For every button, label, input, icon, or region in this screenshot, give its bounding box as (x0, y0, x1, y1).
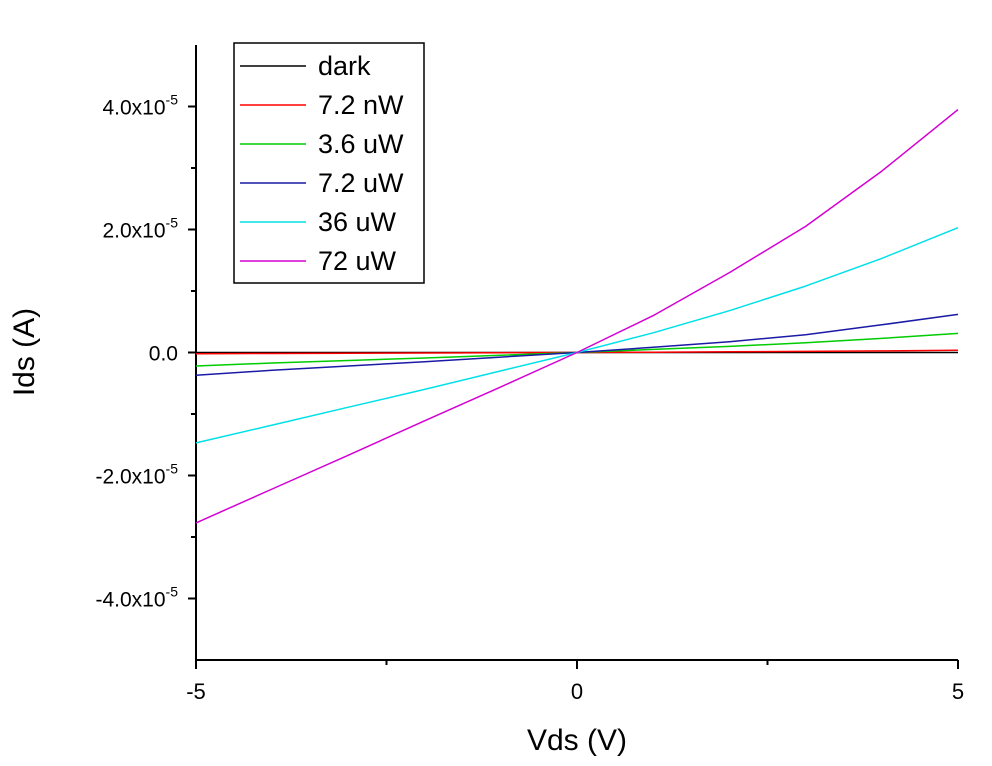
y-tick-label: 4.0x10-5 (102, 92, 178, 120)
y-axis-title: Ids (A) (8, 308, 41, 396)
legend-label: 3.6 uW (318, 129, 404, 159)
legend-box (233, 42, 425, 284)
legend-label: 7.2 nW (318, 90, 404, 120)
y-tick-label: 2.0x10-5 (102, 215, 178, 243)
legend-label: 7.2 uW (318, 168, 404, 198)
x-tick-label: 0 (571, 679, 583, 704)
axes: 4.0x10-5 2.0x10-5 0.0 -2.0x10-5 -4.0x10-5 -5 0… (96, 45, 964, 704)
series-lines (195, 109, 959, 524)
x-axis-title: Vds (V) (527, 724, 627, 757)
x-tick-label: 5 (952, 679, 964, 704)
legend-label: dark (318, 51, 371, 81)
legend: dark 7.2 nW 3.6 uW 7.2 uW 36 uW 72 uW (233, 42, 425, 284)
series-line-2 (195, 332, 959, 367)
y-tick-label: -4.0x10-5 (96, 584, 179, 612)
series-line-5 (195, 109, 959, 524)
y-tick-label: 0.0 (149, 343, 178, 366)
x-tick-label: -5 (186, 679, 206, 704)
y-tick-label: -2.0x10-5 (96, 461, 179, 489)
legend-label: 72 uW (318, 246, 397, 276)
series-line-3 (195, 313, 959, 377)
legend-label: 36 uW (318, 207, 397, 237)
